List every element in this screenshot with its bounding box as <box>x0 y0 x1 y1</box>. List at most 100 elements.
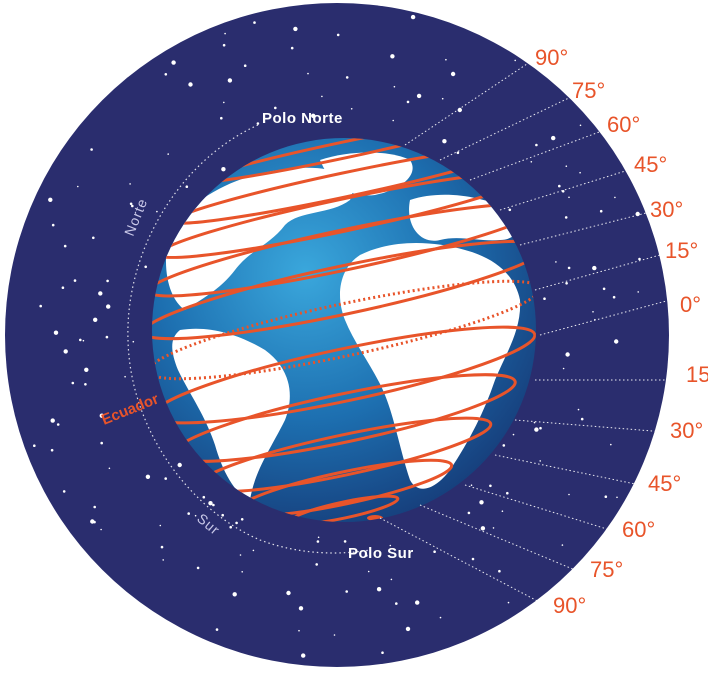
star-icon <box>450 71 456 77</box>
star-icon <box>333 634 336 636</box>
latitude-degree-label: 30° <box>670 418 703 443</box>
star-icon <box>367 570 370 573</box>
star-icon <box>614 339 619 344</box>
star-icon <box>185 185 189 188</box>
latitude-leader-line <box>494 454 641 486</box>
star-icon <box>171 60 176 65</box>
star-icon <box>129 202 133 206</box>
star-icon <box>293 26 298 32</box>
latitude-leader-line <box>469 127 611 181</box>
star-icon <box>564 216 568 219</box>
star-icon <box>253 21 256 24</box>
star-icon <box>561 544 564 546</box>
star-icon <box>92 236 95 240</box>
star-icon <box>131 204 134 208</box>
star-icon <box>301 653 306 658</box>
star-icon <box>612 295 616 299</box>
star-icon <box>224 32 226 35</box>
star-icon <box>77 185 79 188</box>
star-icon <box>479 500 484 505</box>
star-icon <box>48 197 53 202</box>
star-icon <box>317 536 320 539</box>
star-icon <box>439 616 442 619</box>
latitude-degree-label: 75° <box>590 557 623 582</box>
star-icon <box>555 261 557 263</box>
star-icon <box>604 495 608 499</box>
star-icon <box>441 97 444 100</box>
star-icon <box>63 349 68 354</box>
latitude-degree-label: 0° <box>680 292 701 317</box>
star-icon <box>232 592 237 597</box>
star-icon <box>321 95 323 98</box>
star-icon <box>508 208 512 212</box>
star-icon <box>62 490 66 493</box>
star-icon <box>188 82 193 87</box>
star-icon <box>90 148 93 151</box>
star-icon <box>393 85 396 88</box>
star-icon <box>274 106 277 110</box>
star-icon <box>229 525 232 529</box>
star-icon <box>307 72 309 75</box>
star-icon <box>568 493 570 496</box>
star-icon <box>489 484 492 488</box>
star-icon <box>177 462 182 468</box>
star-icon <box>51 223 55 227</box>
star-icon <box>240 518 244 521</box>
star-icon <box>99 413 105 418</box>
star-icon <box>433 550 436 553</box>
star-icon <box>539 426 542 430</box>
latitude-degree-label: 15° <box>686 362 708 387</box>
star-icon <box>492 527 495 529</box>
star-icon <box>50 448 54 452</box>
latitude-leader-line <box>379 517 546 606</box>
star-icon <box>105 335 109 339</box>
star-icon <box>410 14 416 20</box>
star-icon <box>551 135 556 141</box>
latitude-degree-label: 90° <box>553 593 586 618</box>
south-pole-label: Polo Sur <box>348 545 414 562</box>
star-icon <box>565 352 570 357</box>
latitude-leader-line <box>419 504 576 571</box>
star-icon <box>33 444 36 448</box>
star-icon <box>534 427 539 432</box>
star-icon <box>252 549 255 552</box>
star-icon <box>535 143 538 147</box>
star-icon <box>406 100 410 104</box>
star-icon <box>221 513 224 517</box>
star-icon <box>215 628 219 631</box>
star-icon <box>311 113 316 119</box>
star-icon <box>286 590 291 596</box>
star-icon <box>315 563 319 566</box>
latitude-degree-label: 45° <box>634 152 667 177</box>
star-icon <box>222 43 226 47</box>
star-icon <box>316 540 320 543</box>
latitude-degree-label: 60° <box>622 517 655 542</box>
star-icon <box>416 93 422 99</box>
star-icon <box>345 590 349 593</box>
star-icon <box>162 559 164 561</box>
star-icon <box>610 443 612 446</box>
star-icon <box>506 491 509 495</box>
star-icon <box>558 184 561 188</box>
star-icon <box>202 495 206 499</box>
star-icon <box>343 540 347 543</box>
star-icon <box>156 210 158 213</box>
star-icon <box>501 510 504 512</box>
star-icon <box>144 265 147 269</box>
star-icon <box>471 557 475 561</box>
latitude-leader-line <box>404 61 531 146</box>
star-icon <box>565 282 568 285</box>
star-icon <box>568 196 570 199</box>
star-icon <box>71 381 75 385</box>
star-icon <box>93 505 96 509</box>
star-icon <box>196 566 200 570</box>
star-icon <box>637 291 639 293</box>
star-icon <box>106 279 109 283</box>
star-icon <box>235 521 238 525</box>
star-icon <box>567 266 571 270</box>
star-icon <box>61 286 65 290</box>
star-icon <box>159 524 162 527</box>
star-icon <box>512 433 515 436</box>
star-icon <box>187 512 190 515</box>
